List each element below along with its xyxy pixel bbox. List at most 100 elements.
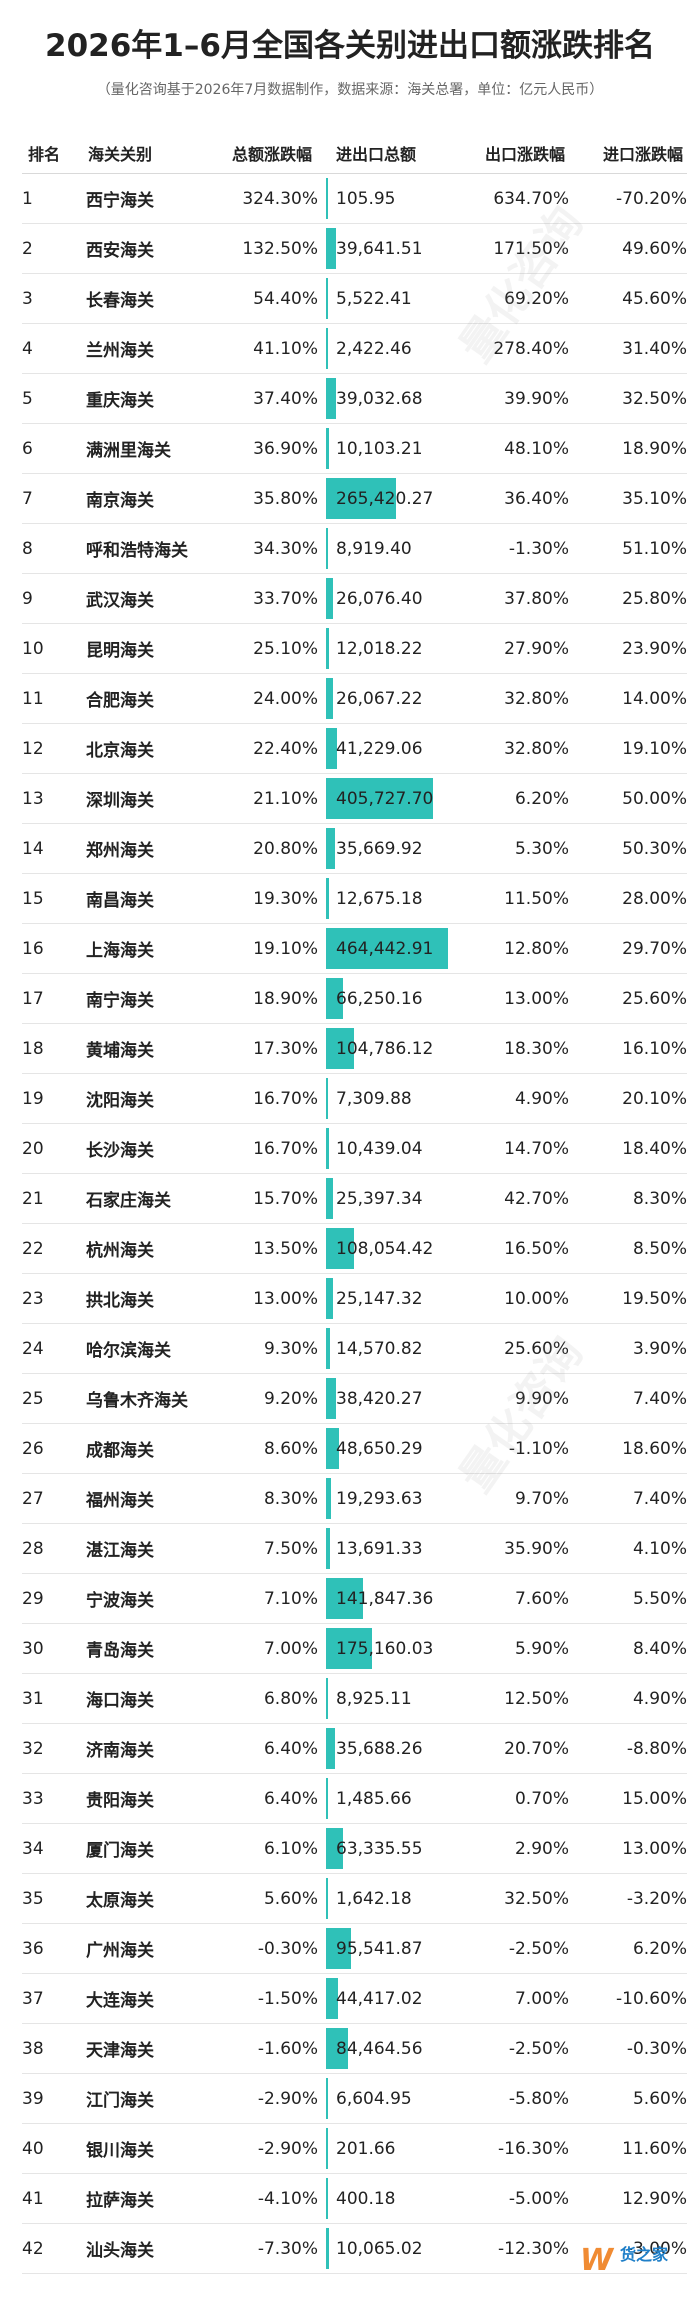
import-change-cell: 7.40%: [569, 1373, 687, 1424]
export-change-cell: 37.80%: [452, 573, 569, 624]
import-change-cell: 15.00%: [569, 1773, 687, 1824]
logo-text: 货之家: [620, 2245, 669, 2264]
rank-cell: 41: [22, 2173, 86, 2224]
total-value-text: 400.18: [336, 2188, 396, 2209]
table-row: 23 拱北海关 13.00% 25,147.32 10.00% 19.50%: [22, 1273, 687, 1324]
total-value-cell: 26,067.22: [318, 673, 452, 724]
value-bar: [326, 628, 330, 669]
table-row: 14 郑州海关 20.80% 35,669.92 5.30% 50.30%: [22, 823, 687, 874]
export-change-cell: 7.60%: [452, 1573, 569, 1624]
total-change-cell: 6.10%: [226, 1823, 318, 1874]
export-change-cell: 7.00%: [452, 1973, 569, 2024]
value-bar: [326, 828, 336, 869]
table-row: 15 南昌海关 19.30% 12,675.18 11.50% 28.00%: [22, 873, 687, 924]
rank-cell: 2: [22, 223, 86, 274]
total-change-cell: 54.40%: [226, 273, 318, 324]
export-change-cell: -5.80%: [452, 2073, 569, 2124]
header-export-change: 出口涨跌幅: [452, 133, 569, 174]
total-value-cell: 6,604.95: [318, 2073, 452, 2124]
total-value-text: 12,018.22: [336, 638, 423, 659]
customs-name-cell: 昆明海关: [86, 623, 226, 674]
value-bar: [326, 678, 333, 719]
value-bar: [326, 1828, 343, 1869]
total-change-cell: 5.60%: [226, 1873, 318, 1924]
table-row: 40 银川海关 -2.90% 201.66 -16.30% 11.60%: [22, 2123, 687, 2174]
export-change-cell: 69.20%: [452, 273, 569, 324]
total-value-text: 10,103.21: [336, 438, 423, 459]
value-bar: [326, 778, 433, 819]
total-value-text: 201.66: [336, 2138, 396, 2159]
customs-name-cell: 太原海关: [86, 1873, 226, 1924]
total-change-cell: 324.30%: [226, 173, 318, 224]
total-value-text: 26,067.22: [336, 688, 423, 709]
table-row: 26 成都海关 8.60% 48,650.29 -1.10% 18.60%: [22, 1423, 687, 1474]
total-value-cell: 8,925.11: [318, 1673, 452, 1724]
total-value-cell: 464,442.91: [318, 923, 452, 974]
customs-name-cell: 湛江海关: [86, 1523, 226, 1574]
rank-cell: 15: [22, 873, 86, 924]
total-value-text: 41,229.06: [336, 738, 423, 759]
total-value-text: 39,641.51: [336, 238, 423, 259]
table-row: 32 济南海关 6.40% 35,688.26 20.70% -8.80%: [22, 1723, 687, 1774]
export-change-cell: 25.60%: [452, 1323, 569, 1374]
customs-name-cell: 南京海关: [86, 473, 226, 524]
value-bar: [326, 878, 330, 919]
total-value-text: 405,727.70: [336, 788, 434, 809]
customs-name-cell: 拱北海关: [86, 1273, 226, 1324]
rank-cell: 33: [22, 1773, 86, 1824]
export-change-cell: 27.90%: [452, 623, 569, 674]
total-value-text: 1,642.18: [336, 1888, 412, 1909]
rank-cell: 14: [22, 823, 86, 874]
total-value-cell: 39,641.51: [318, 223, 452, 274]
header-customs-name: 海关关别: [86, 133, 226, 174]
table-row: 3 长春海关 54.40% 5,522.41 69.20% 45.60%: [22, 273, 687, 324]
value-bar: [326, 728, 337, 769]
export-change-cell: 5.90%: [452, 1623, 569, 1674]
rank-cell: 23: [22, 1273, 86, 1324]
total-change-cell: -2.90%: [226, 2123, 318, 2174]
export-change-cell: 48.10%: [452, 423, 569, 474]
rank-cell: 39: [22, 2073, 86, 2124]
import-change-cell: 4.90%: [569, 1673, 687, 1724]
customs-name-cell: 福州海关: [86, 1473, 226, 1524]
table-row: 37 大连海关 -1.50% 44,417.02 7.00% -10.60%: [22, 1973, 687, 2024]
import-change-cell: 18.60%: [569, 1423, 687, 1474]
rank-cell: 8: [22, 523, 86, 574]
customs-name-cell: 贵阳海关: [86, 1773, 226, 1824]
total-change-cell: 36.90%: [226, 423, 318, 474]
site-logo: W 货之家: [580, 2241, 690, 2285]
total-change-cell: 13.00%: [226, 1273, 318, 1324]
total-value-cell: 84,464.56: [318, 2023, 452, 2074]
total-value-cell: 5,522.41: [318, 273, 452, 324]
table-row: 29 宁波海关 7.10% 141,847.36 7.60% 5.50%: [22, 1573, 687, 1624]
import-change-cell: 35.10%: [569, 473, 687, 524]
customs-name-cell: 汕头海关: [86, 2223, 226, 2274]
total-value-cell: 10,065.02: [318, 2223, 452, 2274]
total-change-cell: 8.60%: [226, 1423, 318, 1474]
export-change-cell: 9.70%: [452, 1473, 569, 1524]
rank-cell: 32: [22, 1723, 86, 1774]
total-change-cell: 25.10%: [226, 623, 318, 674]
total-value-text: 104,786.12: [336, 1038, 434, 1059]
export-change-cell: 16.50%: [452, 1223, 569, 1274]
table-row: 12 北京海关 22.40% 41,229.06 32.80% 19.10%: [22, 723, 687, 774]
import-change-cell: 45.60%: [569, 273, 687, 324]
value-bar: [326, 1378, 337, 1419]
total-value-cell: 405,727.70: [318, 773, 452, 824]
import-change-cell: 12.90%: [569, 2173, 687, 2224]
value-bar: [326, 1928, 352, 1969]
customs-name-cell: 长春海关: [86, 273, 226, 324]
total-value-text: 66,250.16: [336, 988, 423, 1009]
total-change-cell: 7.50%: [226, 1523, 318, 1574]
rank-cell: 42: [22, 2223, 86, 2274]
total-change-cell: 7.00%: [226, 1623, 318, 1674]
rank-cell: 13: [22, 773, 86, 824]
customs-name-cell: 江门海关: [86, 2073, 226, 2124]
export-change-cell: 12.50%: [452, 1673, 569, 1724]
customs-name-cell: 长沙海关: [86, 1123, 226, 1174]
customs-name-cell: 沈阳海关: [86, 1073, 226, 1124]
total-value-cell: 35,688.26: [318, 1723, 452, 1774]
total-change-cell: 24.00%: [226, 673, 318, 724]
total-value-cell: 105.95: [318, 173, 452, 224]
